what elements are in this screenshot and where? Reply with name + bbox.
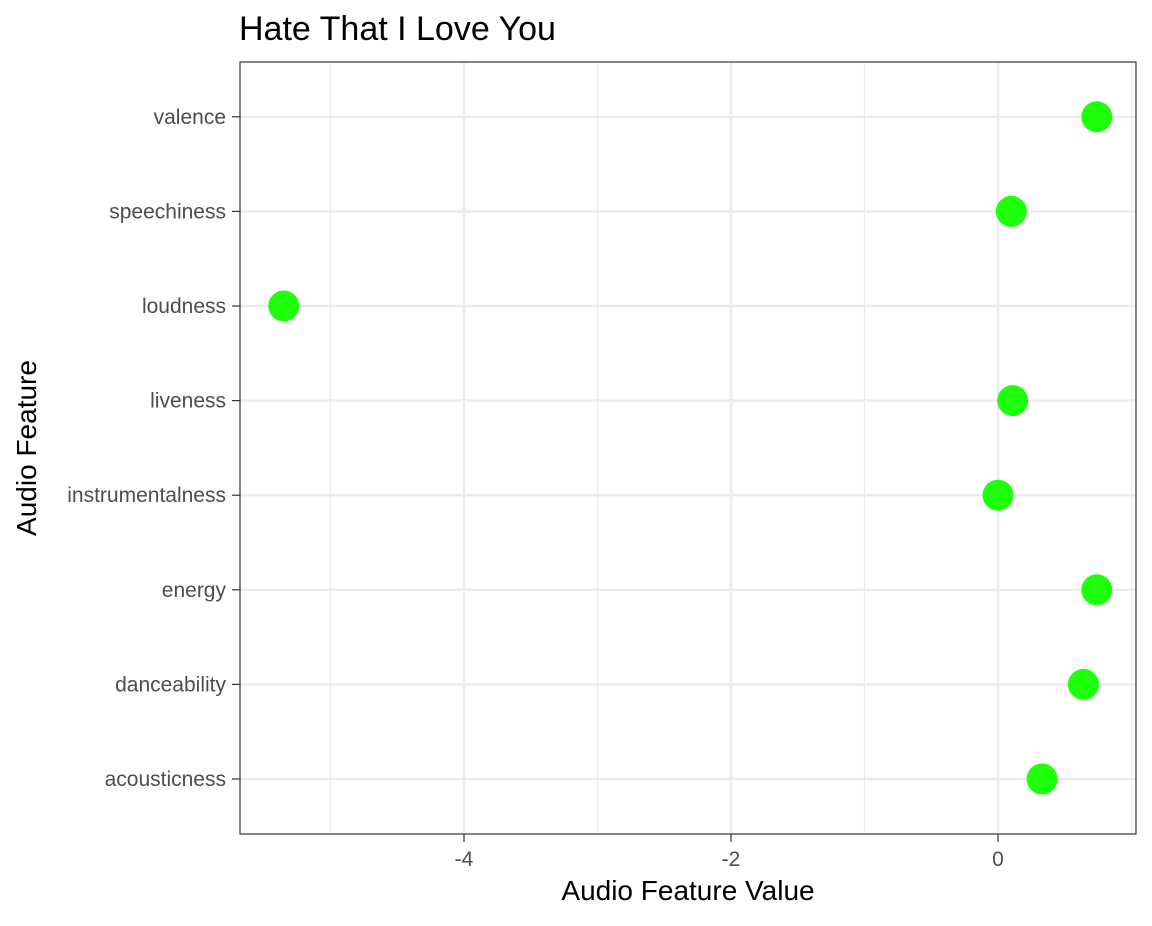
x-tick-label: -4 [455,848,474,871]
data-points [268,101,1113,795]
y-tick-label: instrumentalness [67,484,226,507]
plot-border [239,61,1137,835]
y-tick-label: loudness [142,295,226,318]
data-point [982,479,1014,511]
y-axis-title: Audio Feature [11,360,42,536]
plot-panel [240,62,1136,834]
y-tick-label: acousticness [105,768,226,791]
y-tick-label: liveness [150,390,226,413]
data-point [1067,668,1099,700]
y-axis: acousticness danceability energy instrument… [67,106,240,791]
chart-title: Hate That I Love You [239,10,556,48]
data-point [995,195,1027,227]
y-tick-label: danceability [115,673,226,696]
y-tick-label: energy [162,579,227,602]
x-tick-label: 0 [992,848,1004,871]
data-point [997,385,1029,417]
x-axis-title: Audio Feature Value [561,875,814,906]
gridlines [240,62,1136,834]
x-tick-label: -2 [722,848,741,871]
data-point [268,290,300,322]
data-point [1026,763,1058,795]
data-point [1081,101,1113,133]
y-tick-label: valence [154,106,226,129]
x-axis: -4 -2 0 [455,834,1004,871]
data-point [1081,574,1113,606]
y-tick-label: speechiness [109,200,226,223]
